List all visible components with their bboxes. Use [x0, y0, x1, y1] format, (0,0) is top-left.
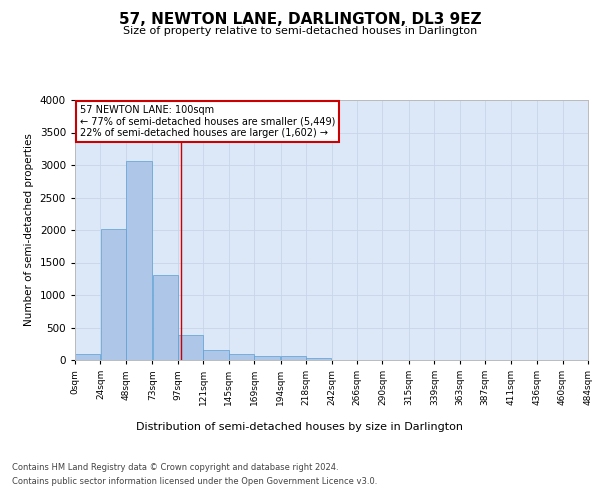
Bar — [178, 334, 203, 360]
Bar — [101, 228, 126, 360]
Text: Distribution of semi-detached houses by size in Darlington: Distribution of semi-detached houses by … — [137, 422, 464, 432]
Text: Size of property relative to semi-detached houses in Darlington: Size of property relative to semi-detach… — [123, 26, 477, 36]
Bar — [229, 354, 254, 360]
Bar — [281, 356, 306, 360]
Bar — [254, 356, 280, 360]
Bar — [152, 275, 178, 360]
Text: 57, NEWTON LANE, DARLINGTON, DL3 9EZ: 57, NEWTON LANE, DARLINGTON, DL3 9EZ — [119, 12, 481, 28]
Bar — [126, 161, 152, 360]
Y-axis label: Number of semi-detached properties: Number of semi-detached properties — [24, 134, 34, 326]
Text: Contains HM Land Registry data © Crown copyright and database right 2024.: Contains HM Land Registry data © Crown c… — [12, 462, 338, 471]
Bar — [75, 354, 100, 360]
Text: Contains public sector information licensed under the Open Government Licence v3: Contains public sector information licen… — [12, 478, 377, 486]
Bar — [306, 358, 331, 360]
Text: 57 NEWTON LANE: 100sqm
← 77% of semi-detached houses are smaller (5,449)
22% of : 57 NEWTON LANE: 100sqm ← 77% of semi-det… — [80, 105, 335, 138]
Bar — [203, 350, 229, 360]
